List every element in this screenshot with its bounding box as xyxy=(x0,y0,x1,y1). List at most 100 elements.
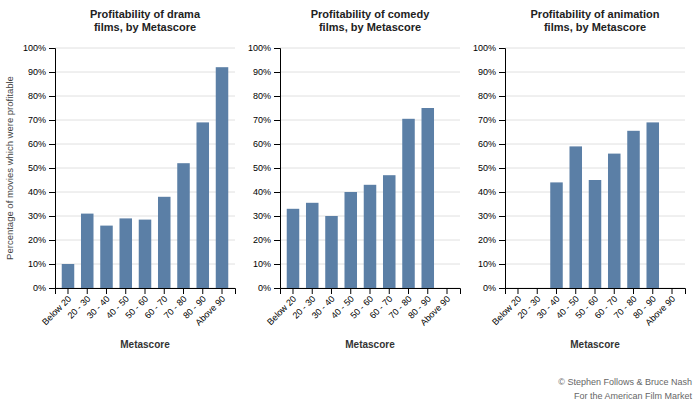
grid xyxy=(55,48,235,288)
y-tick-mark xyxy=(499,192,505,193)
y-tick-label: 20% xyxy=(28,235,46,245)
y-tick-label: 80% xyxy=(253,91,271,101)
bar xyxy=(119,218,132,288)
x-tick-mark xyxy=(427,288,428,294)
y-axis-line xyxy=(274,49,281,289)
y-axis: 0%10%20%30%40%50%60%70%80%90%100% xyxy=(248,43,281,293)
bar xyxy=(216,67,229,288)
x-tick-mark xyxy=(595,288,596,294)
title-line: films, by Metascore xyxy=(544,21,646,33)
y-tick-label: 0% xyxy=(33,283,46,293)
x-tick-mark xyxy=(125,288,126,294)
y-tick-label: 40% xyxy=(28,187,46,197)
y-tick-mark xyxy=(49,144,55,145)
y-axis-line xyxy=(499,49,506,289)
y-tick-mark xyxy=(274,216,280,217)
y-axis-line xyxy=(49,49,56,289)
y-tick-mark xyxy=(49,240,55,241)
y-tick-mark xyxy=(49,168,55,169)
y-tick-label: 30% xyxy=(28,211,46,221)
title: Profitability of animationfilms, by Meta… xyxy=(531,8,660,33)
chart-canvas: Below 2020 - 3030 - 4040 - 5050 - 6060 -… xyxy=(0,0,700,407)
y-tick: 80% xyxy=(253,91,280,101)
x-tick: Below 20 xyxy=(490,288,523,327)
y-tick-label: 40% xyxy=(478,187,496,197)
y-tick-label: 70% xyxy=(478,115,496,125)
y-axis: 0%10%20%30%40%50%60%70%80%90%100% xyxy=(23,43,56,293)
x-tick-label: Above 90 xyxy=(418,294,452,328)
y-tick: 100% xyxy=(248,43,280,53)
bar xyxy=(569,146,582,288)
y-tick-mark xyxy=(274,240,280,241)
bar xyxy=(287,209,300,288)
x-tick-mark xyxy=(183,288,184,294)
y-tick-label: 30% xyxy=(253,211,271,221)
y-tick: 30% xyxy=(28,211,55,221)
y-tick: 10% xyxy=(478,259,505,269)
y-tick-mark xyxy=(499,264,505,265)
bar xyxy=(512,288,525,289)
x-tick-mark xyxy=(145,288,146,294)
y-tick: 70% xyxy=(28,115,55,125)
y-tick-mark xyxy=(274,48,280,49)
x-tick-mark xyxy=(312,288,313,294)
y-tick-label: 90% xyxy=(478,67,496,77)
y-tick-mark xyxy=(274,144,280,145)
bar xyxy=(646,122,659,288)
bar xyxy=(383,175,396,288)
x-axis-title: Metascore xyxy=(570,339,620,350)
y-tick-label: 10% xyxy=(253,259,271,269)
y-tick: 50% xyxy=(28,163,55,173)
y-tick: 20% xyxy=(253,235,280,245)
y-tick: 100% xyxy=(473,43,505,53)
y-tick-mark xyxy=(274,120,280,121)
y-tick-label: 30% xyxy=(478,211,496,221)
bar xyxy=(531,288,544,289)
x-tick-mark xyxy=(370,288,371,294)
y-tick: 60% xyxy=(28,139,55,149)
y-tick: 30% xyxy=(253,211,280,221)
y-tick: 0% xyxy=(483,283,505,293)
y-tick: 60% xyxy=(253,139,280,149)
x-tick-mark xyxy=(67,288,68,294)
y-tick-label: 90% xyxy=(28,67,46,77)
y-tick: 20% xyxy=(28,235,55,245)
y-tick: 60% xyxy=(478,139,505,149)
annotation: © Stephen Follows & Bruce NashFor the Am… xyxy=(558,377,692,401)
bar xyxy=(81,214,94,288)
bar xyxy=(344,192,357,288)
grid-line xyxy=(505,120,685,121)
bar xyxy=(139,220,152,288)
bar xyxy=(325,216,338,288)
grid-line xyxy=(55,96,235,97)
bars xyxy=(62,67,229,288)
y-tick-mark xyxy=(499,240,505,241)
y-tick-mark xyxy=(49,96,55,97)
title-line: Profitability of comedy xyxy=(311,8,430,20)
y-tick-mark xyxy=(49,216,55,217)
y-tick-label: 50% xyxy=(478,163,496,173)
y-tick-mark xyxy=(499,288,505,289)
bar xyxy=(364,185,377,288)
y-tick: 10% xyxy=(28,259,55,269)
y-tick-mark xyxy=(274,168,280,169)
x-tick-mark xyxy=(575,288,576,294)
bar xyxy=(100,226,113,288)
bar xyxy=(62,264,75,288)
y-tick: 40% xyxy=(478,187,505,197)
title-line: Profitability of animation xyxy=(531,8,660,20)
y-tick-label: 40% xyxy=(253,187,271,197)
x-tick-mark xyxy=(556,288,557,294)
bar xyxy=(196,122,209,288)
grid-line xyxy=(505,96,685,97)
x-tick-mark xyxy=(202,288,203,294)
title: Profitability of comedyfilms, by Metasco… xyxy=(311,8,430,33)
y-tick: 50% xyxy=(253,163,280,173)
bar xyxy=(608,154,621,288)
y-tick-label: 60% xyxy=(478,139,496,149)
grid-line xyxy=(280,48,460,49)
x-tick-label: Above 90 xyxy=(193,294,227,328)
y-tick-label: 80% xyxy=(478,91,496,101)
x-tick-mark xyxy=(389,288,390,294)
y-tick-mark xyxy=(274,264,280,265)
